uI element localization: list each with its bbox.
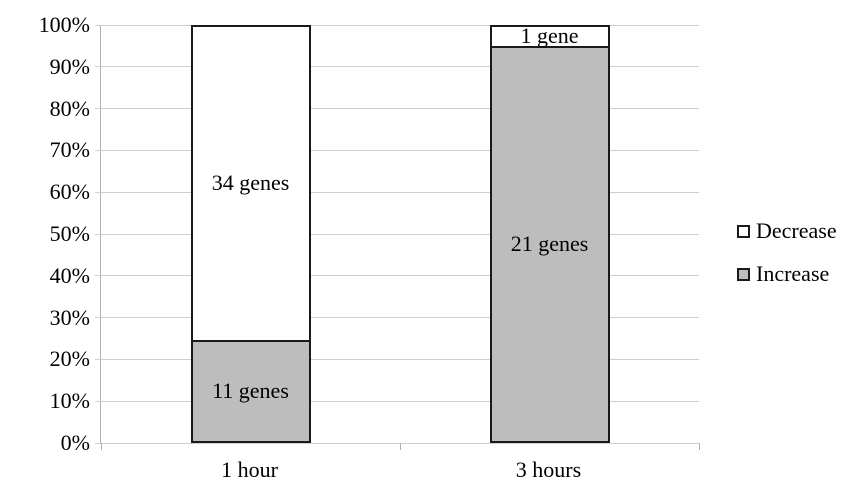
bar-segment-decrease: 1 gene bbox=[491, 23, 608, 49]
gridline bbox=[95, 108, 699, 110]
legend-label: Decrease bbox=[756, 218, 837, 243]
gridline bbox=[95, 400, 699, 402]
gridline bbox=[95, 317, 699, 319]
axis-tick bbox=[698, 443, 700, 450]
bar-segment-label: 21 genes bbox=[510, 231, 589, 257]
gridline bbox=[95, 233, 699, 235]
x-tick-label: 1 hour bbox=[221, 457, 278, 482]
y-tick-label: 20% bbox=[49, 346, 90, 372]
bar-segment-label: 1 gene bbox=[520, 23, 579, 49]
legend: Decrease Increase bbox=[737, 219, 837, 305]
bar-segment-increase: 11 genes bbox=[192, 339, 309, 441]
gridline bbox=[95, 358, 699, 360]
bar-1-hour: 34 genes 11 genes bbox=[190, 25, 311, 443]
y-tick-label: 70% bbox=[49, 137, 90, 163]
bar-segment-label: 11 genes bbox=[212, 378, 289, 404]
x-tick-label: 3 hours bbox=[515, 457, 582, 482]
y-tick-label: 30% bbox=[49, 304, 90, 330]
y-tick-label: 60% bbox=[49, 179, 90, 205]
gridline bbox=[95, 191, 699, 193]
y-tick-label: 40% bbox=[49, 262, 90, 288]
axis-tick bbox=[100, 443, 102, 450]
plot-area: 34 genes 11 genes 1 gene 21 genes bbox=[95, 23, 700, 450]
y-tick-label: 50% bbox=[49, 221, 90, 246]
legend-item-decrease: Decrease bbox=[737, 219, 837, 243]
axis-tick bbox=[399, 443, 401, 450]
legend-label: Increase bbox=[756, 261, 830, 286]
bar-segment-increase: 21 genes bbox=[491, 45, 608, 441]
gridline bbox=[95, 149, 699, 151]
gridline bbox=[95, 24, 699, 26]
y-tick-label: 100% bbox=[38, 12, 90, 37]
legend-swatch bbox=[737, 224, 750, 238]
gridline bbox=[95, 66, 699, 68]
y-tick-label: 80% bbox=[49, 95, 90, 121]
bar-3-hours: 1 gene 21 genes bbox=[489, 23, 610, 443]
gridline bbox=[95, 275, 699, 277]
bar-segment-label: 34 genes bbox=[211, 170, 290, 196]
legend-item-increase: Increase bbox=[737, 262, 837, 286]
y-tick-label: 0% bbox=[60, 430, 90, 455]
y-tick-label: 10% bbox=[49, 388, 90, 414]
y-tick-label: 90% bbox=[49, 53, 90, 79]
bar-segment-decrease: 34 genes bbox=[192, 27, 309, 340]
gridline bbox=[95, 442, 699, 444]
legend-swatch bbox=[737, 267, 750, 281]
